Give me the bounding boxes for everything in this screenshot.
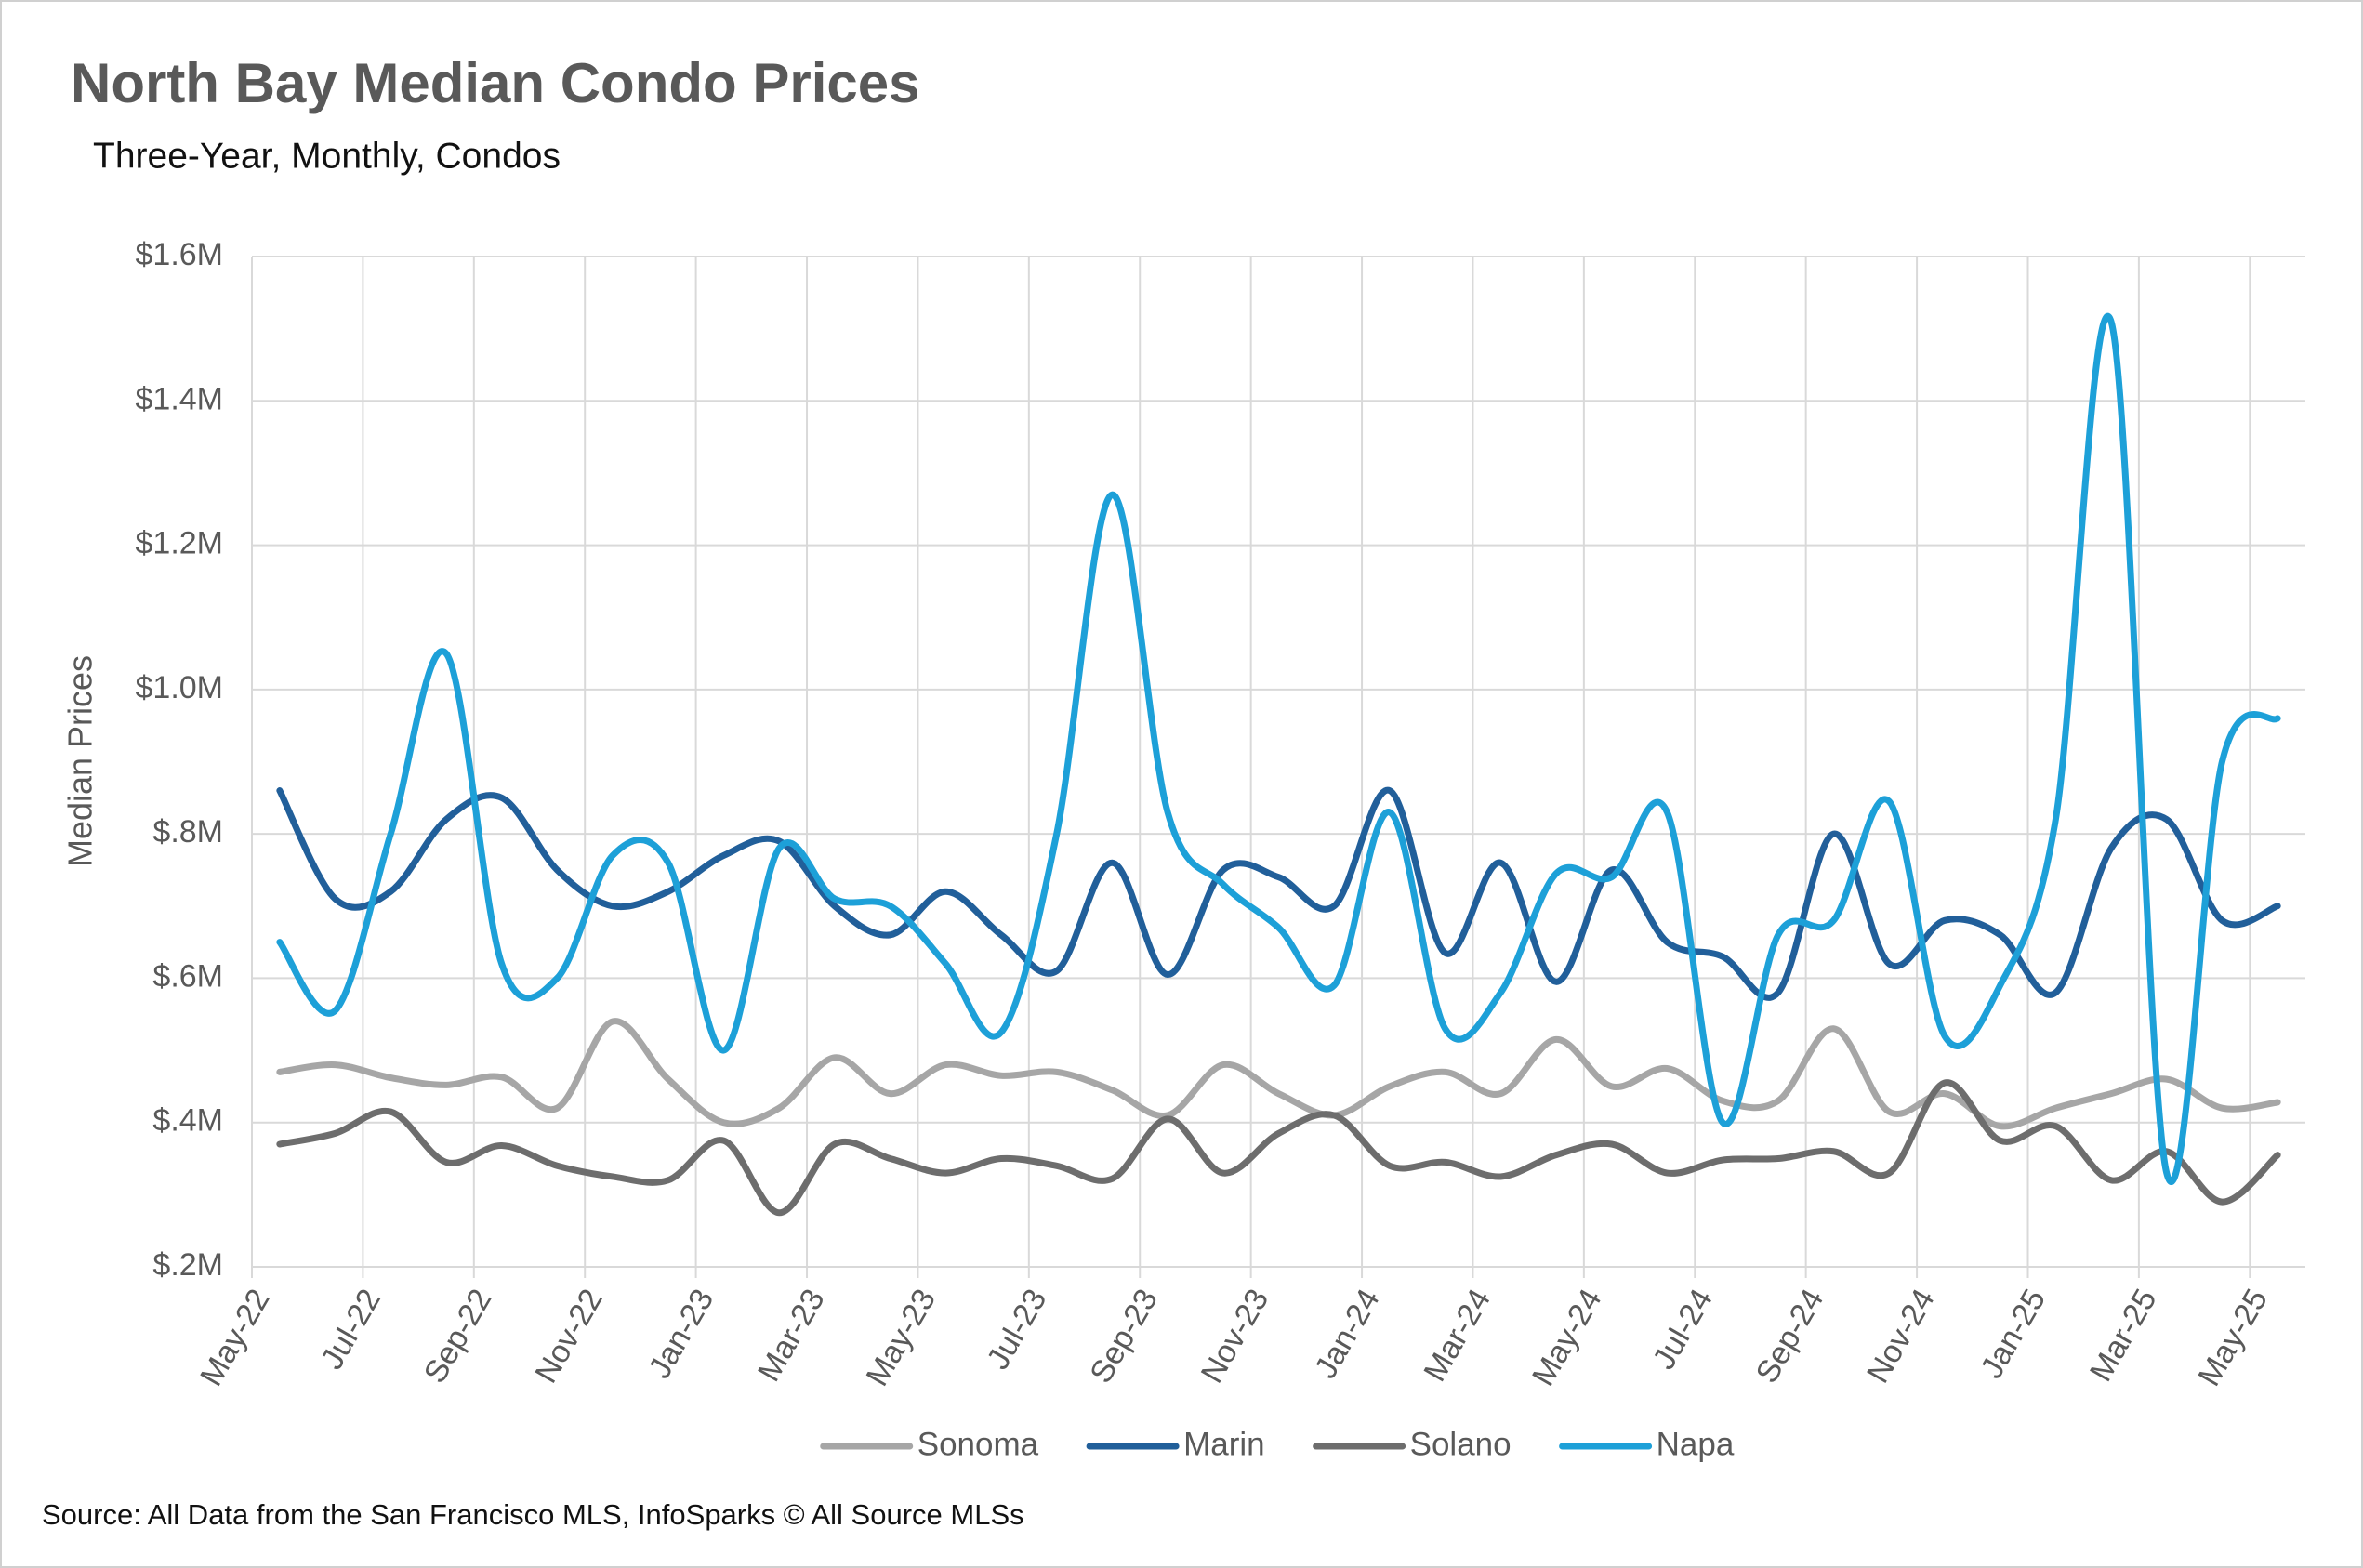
chart-title: North Bay Median Condo Prices xyxy=(71,52,919,114)
series-line xyxy=(276,787,2281,1001)
source-note: Source: All Data from the San Francisco … xyxy=(42,1498,1024,1531)
y-tick-label: $1.6M xyxy=(136,237,224,272)
legend: Sonoma Marin Solano Napa xyxy=(820,1426,1735,1462)
series-line xyxy=(276,1079,2281,1217)
chart-subtitle: Three-Year, Monthly, Condos xyxy=(93,136,561,176)
y-tick-label: $.4M xyxy=(152,1103,223,1139)
legend-label: Marin xyxy=(1183,1426,1265,1462)
legend-label: Napa xyxy=(1657,1426,1735,1462)
y-tick-label: $.2M xyxy=(152,1247,223,1283)
y-tick-label: $.8M xyxy=(152,814,223,850)
legend-label: Sonoma xyxy=(917,1426,1039,1462)
legend-label: Solano xyxy=(1410,1426,1512,1462)
y-tick-label: $1.0M xyxy=(136,670,224,705)
series-line xyxy=(276,312,2281,1185)
y-tick-label: $1.4M xyxy=(136,381,224,416)
y-tick-label: $.6M xyxy=(152,958,223,994)
y-tick-label: $1.2M xyxy=(136,526,224,561)
y-axis-title: Median Prices xyxy=(61,655,99,867)
